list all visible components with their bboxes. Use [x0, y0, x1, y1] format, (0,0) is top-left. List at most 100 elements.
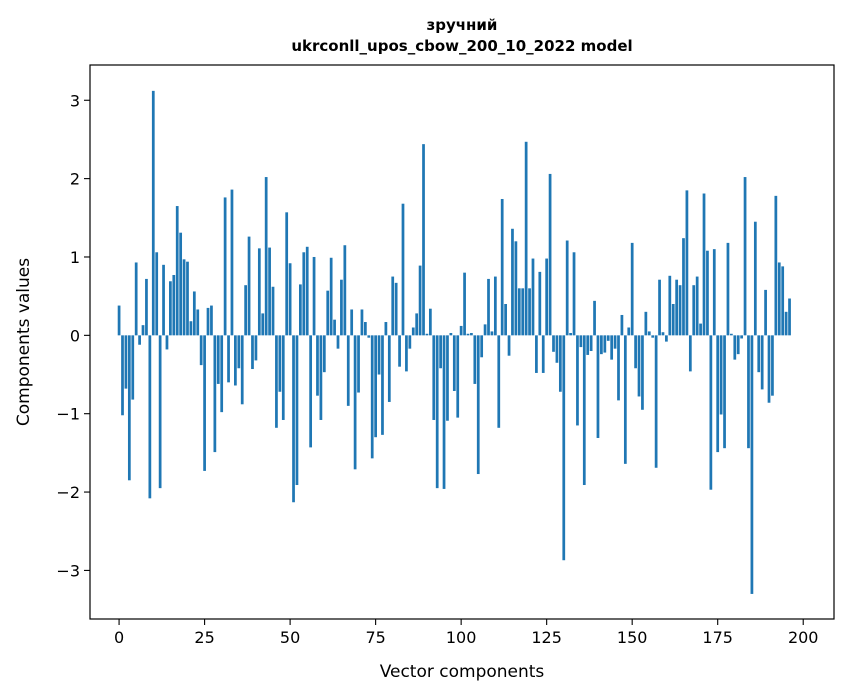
bar	[511, 228, 514, 336]
bar	[726, 242, 730, 336]
bar	[671, 304, 675, 336]
bar	[237, 335, 241, 369]
bar	[514, 241, 518, 336]
bar	[658, 279, 661, 336]
bar	[377, 335, 381, 375]
bar	[428, 308, 432, 336]
bar	[476, 335, 480, 475]
bar	[285, 212, 289, 336]
bar	[490, 331, 494, 336]
bar	[206, 307, 210, 336]
bar	[627, 327, 631, 336]
bar	[558, 335, 562, 392]
x-tick-label: 25	[194, 628, 214, 647]
bar	[234, 335, 237, 386]
bar	[138, 335, 141, 345]
bar	[753, 221, 757, 336]
bar	[281, 335, 285, 420]
bar	[548, 173, 552, 336]
bar	[411, 327, 415, 336]
bar	[781, 266, 785, 336]
bar	[350, 309, 354, 336]
bar	[760, 335, 764, 390]
bar	[582, 335, 586, 486]
bar	[743, 177, 747, 336]
bar	[709, 335, 713, 490]
bar	[326, 290, 330, 336]
bar	[179, 232, 183, 336]
bar	[384, 322, 388, 336]
bars	[117, 90, 791, 594]
bar	[712, 249, 716, 336]
bar	[418, 265, 422, 336]
bar	[637, 335, 641, 397]
bar	[719, 335, 723, 415]
bar	[275, 335, 278, 428]
bar	[521, 288, 525, 336]
bar	[394, 282, 398, 336]
bar	[483, 324, 487, 336]
bar	[353, 335, 357, 470]
bar	[346, 335, 350, 406]
bar	[528, 288, 531, 336]
bar	[603, 335, 607, 353]
bar	[405, 335, 408, 372]
bar	[767, 335, 771, 403]
bar	[295, 335, 299, 486]
bar	[435, 335, 439, 489]
bar	[333, 319, 336, 336]
bar	[131, 335, 135, 400]
chart-subtitle: ukrconll_upos_cbow_200_10_2022 model	[291, 37, 632, 55]
y-axis-ticks: −3 −2 −1 0 1 2 3	[56, 91, 90, 580]
bar	[312, 256, 316, 336]
bar	[493, 276, 497, 336]
bar	[623, 335, 627, 464]
bar	[340, 279, 343, 336]
bar	[192, 291, 196, 336]
bar	[292, 335, 295, 503]
bar	[374, 335, 377, 438]
bar	[668, 275, 672, 336]
bar	[569, 332, 572, 336]
bar	[750, 335, 754, 594]
bar	[196, 309, 200, 336]
bar	[617, 335, 620, 401]
bar	[121, 335, 124, 416]
bar	[545, 258, 549, 336]
bar	[586, 335, 590, 355]
bar	[278, 335, 282, 392]
bar	[223, 197, 227, 336]
bar	[661, 332, 665, 336]
x-tick-label: 100	[446, 628, 477, 647]
bar	[268, 247, 271, 336]
bar	[531, 258, 535, 336]
bar	[381, 335, 384, 435]
bar	[497, 335, 501, 428]
plot-frame	[89, 64, 835, 620]
bar	[500, 198, 504, 336]
bar	[620, 314, 624, 336]
bar	[647, 331, 651, 336]
x-tick-label: 200	[788, 628, 819, 647]
bar	[473, 335, 477, 384]
bar	[439, 335, 442, 369]
bar	[446, 335, 449, 421]
bar	[141, 325, 145, 336]
bar	[319, 335, 323, 420]
bar	[565, 240, 569, 336]
bar	[227, 335, 230, 383]
bar	[774, 195, 778, 336]
bar	[504, 304, 507, 336]
bar	[480, 335, 484, 358]
bar	[688, 335, 692, 372]
bar	[216, 335, 220, 384]
bar	[702, 193, 706, 336]
bar	[175, 206, 179, 336]
bar	[442, 335, 446, 489]
bar	[169, 281, 172, 336]
bar	[316, 335, 319, 396]
bar	[654, 335, 658, 468]
bar	[264, 177, 268, 336]
